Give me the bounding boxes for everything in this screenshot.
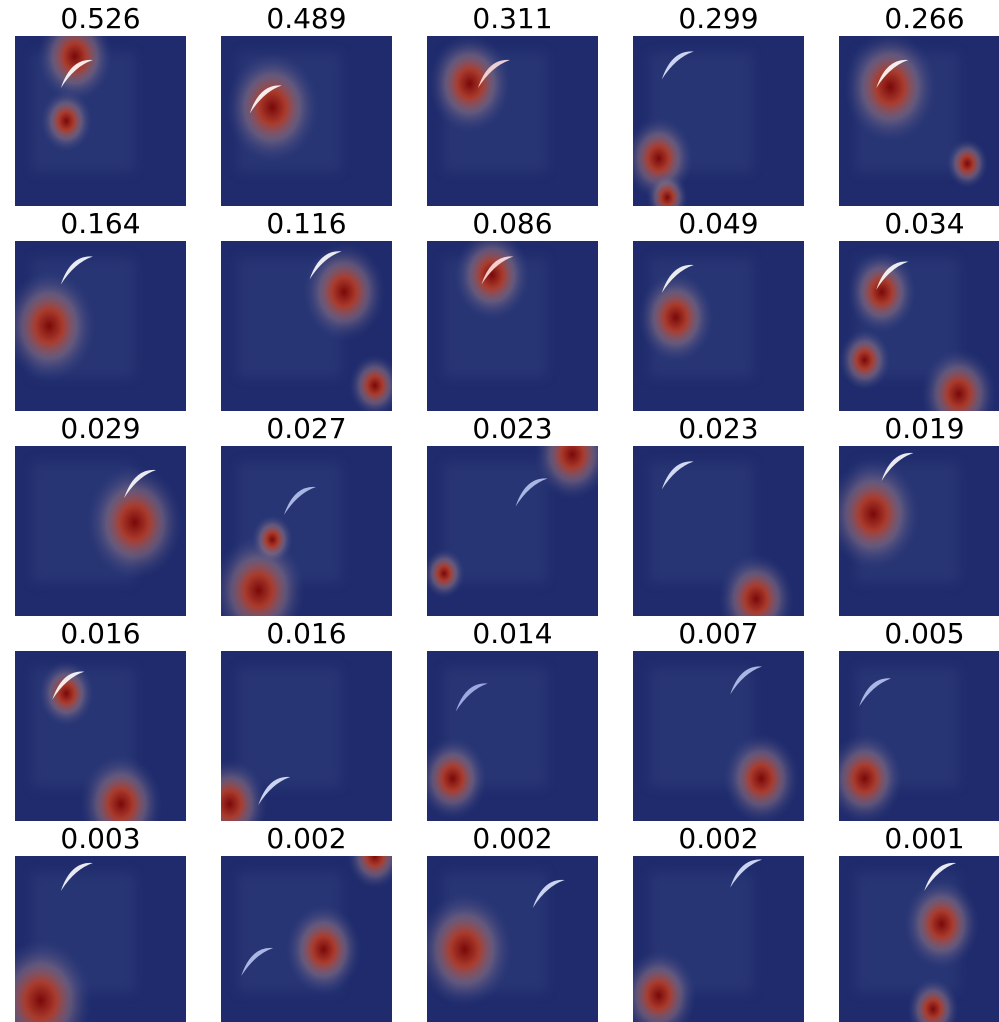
heat-spot [724,734,799,824]
score-title: 0.001 [884,822,964,855]
score-title: 0.016 [60,617,140,650]
score-title: 0.002 [472,822,552,855]
score-title: 0.116 [266,207,346,240]
heatmap [427,35,598,206]
heat-spot [417,892,513,1006]
score-title: 0.002 [678,822,758,855]
heat-spot [39,661,94,726]
score-title: 0.002 [266,822,346,855]
score-title: 0.029 [60,412,140,445]
heatmap [839,241,999,439]
heat-spot [844,32,936,142]
heatmap [633,446,804,644]
heat-spot [226,52,318,162]
heat-spot [348,823,403,888]
heatmap [15,12,186,206]
heatmap [633,651,804,823]
heatmap [417,856,598,1022]
heatmap [15,446,186,616]
score-title: 0.007 [678,617,758,650]
score-title: 0.005 [884,617,964,650]
heatmap [212,446,392,646]
heatmap [624,36,804,222]
heat-spot [839,329,890,390]
heat-spot [454,230,529,320]
heat-spot [286,905,361,995]
score-title: 0.003 [60,822,140,855]
heat-spot [418,738,486,820]
score-title: 0.489 [266,2,346,35]
heat-spot [848,251,916,333]
score-title: 0.019 [884,412,964,445]
heatmap [221,241,401,416]
score-title: 0.049 [678,207,758,240]
heatmap [418,651,598,821]
heatmap [621,856,804,1022]
score-title: 0.034 [884,207,964,240]
heatmap [0,856,186,1022]
heat-spot [429,35,511,133]
heat-spot [303,243,385,341]
heatmap [221,36,392,206]
heatmap [192,651,392,849]
score-title: 0.311 [472,2,552,35]
score-title: 0.299 [678,2,758,35]
heat-spot [827,459,919,569]
heatmap [839,856,999,1022]
heat-spot [41,90,92,151]
score-title: 0.526 [60,2,140,35]
heat-spot [638,273,713,363]
score-title: 0.023 [678,412,758,445]
page: 0.526 0.489 0.311 0.299 0.266 0.164 0.116 0.086… [0,0,999,1022]
figure: 0.526 0.489 0.311 0.299 0.266 0.164 0.116 0.086… [0,0,999,1022]
heat-spot [827,734,902,824]
heatmap [839,32,999,206]
score-title: 0.164 [60,207,140,240]
score-title: 0.016 [266,617,346,650]
heat-spot [947,139,988,188]
heat-spot [424,549,465,598]
heat-spot [252,515,293,564]
score-title: 0.023 [472,412,552,445]
heatmap [827,446,999,616]
heatmap-haze [238,668,341,787]
score-title: 0.027 [266,412,346,445]
heatmap [427,230,598,411]
score-title: 0.086 [472,207,552,240]
heat-spot [904,879,979,969]
score-title: 0.014 [472,617,552,650]
heat-spot [3,271,95,381]
heat-spot [192,759,267,849]
heatmap [633,241,804,411]
heatmap [3,241,186,411]
score-title: 0.266 [884,2,964,35]
heat-spot [349,355,400,416]
heatmap [827,651,999,823]
